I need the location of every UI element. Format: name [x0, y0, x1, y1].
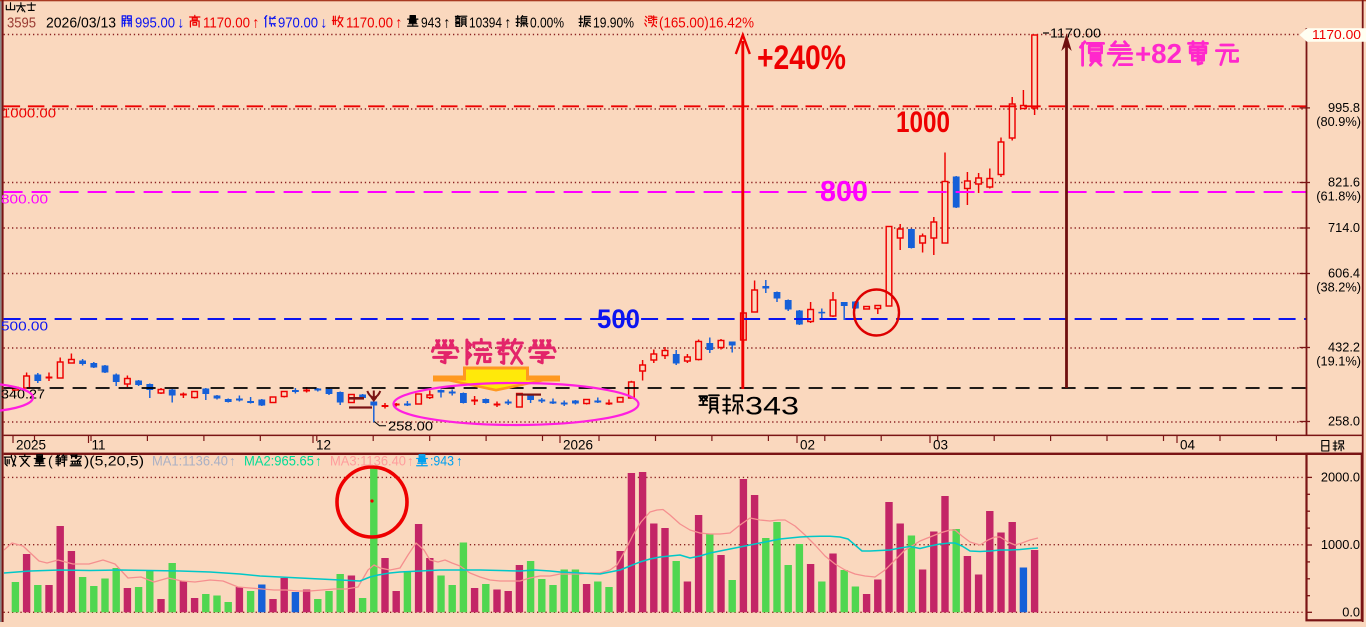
svg-text:2000.0: 2000.0 [1321, 470, 1360, 485]
svg-text:)(5,20,5): )(5,20,5) [84, 453, 144, 469]
svg-text:943: 943 [421, 15, 441, 32]
svg-text:432.2: 432.2 [1328, 340, 1360, 355]
svg-text:(19.1%): (19.1%) [1316, 354, 1361, 369]
svg-text:MA1:1136.40: MA1:1136.40 [152, 454, 228, 469]
svg-text:1170.00: 1170.00 [203, 15, 250, 32]
svg-text:0.00%: 0.00% [530, 15, 564, 32]
svg-text:↑: ↑ [407, 454, 414, 469]
svg-text::943: :943 [430, 454, 454, 469]
svg-text:19.90%: 19.90% [593, 15, 634, 32]
svg-text:(80.9%): (80.9%) [1316, 114, 1361, 129]
svg-text:2025: 2025 [16, 438, 46, 453]
svg-text:1170.00: 1170.00 [1050, 27, 1101, 41]
svg-text:↑: ↑ [315, 454, 322, 469]
svg-text:(61.8%): (61.8%) [1316, 189, 1361, 204]
svg-text:↑: ↑ [395, 15, 403, 32]
svg-text:995.8: 995.8 [1328, 100, 1360, 115]
svg-text:258.0: 258.0 [1328, 414, 1360, 429]
svg-text:970.00: 970.00 [278, 15, 318, 32]
svg-text:+240%: +240% [757, 39, 846, 77]
svg-text:2026: 2026 [563, 438, 593, 453]
svg-text:821.6: 821.6 [1328, 175, 1360, 190]
svg-text:↑: ↑ [504, 15, 512, 32]
svg-text:258.00: 258.00 [388, 420, 433, 434]
svg-text:↑: ↑ [252, 15, 260, 32]
svg-text:343: 343 [745, 393, 799, 421]
svg-text:+82: +82 [1135, 38, 1182, 69]
svg-text:714.0: 714.0 [1328, 220, 1360, 235]
svg-text:800.00: 800.00 [1, 193, 48, 207]
svg-text:03: 03 [933, 438, 948, 453]
svg-text:606.4: 606.4 [1328, 266, 1360, 281]
svg-text:↓: ↓ [320, 15, 328, 32]
svg-text:11: 11 [92, 438, 106, 453]
svg-text:1000.0: 1000.0 [1321, 537, 1360, 552]
svg-text:500.00: 500.00 [1, 320, 48, 334]
svg-text:995.00: 995.00 [135, 15, 175, 32]
svg-text:MA2:965.65: MA2:965.65 [244, 454, 314, 469]
svg-text:(38.2%): (38.2%) [1316, 280, 1361, 295]
svg-text:↑: ↑ [443, 15, 451, 32]
svg-text:500: 500 [597, 304, 640, 334]
svg-text:1170.00: 1170.00 [346, 15, 393, 32]
svg-text:02: 02 [800, 438, 815, 453]
svg-text:(: ( [48, 453, 53, 469]
svg-text:800: 800 [820, 176, 868, 208]
svg-text:MA3:1136.40: MA3:1136.40 [330, 454, 406, 469]
svg-text:(165.00)16.42%: (165.00)16.42% [659, 15, 754, 32]
svg-text:↑: ↑ [229, 454, 236, 469]
svg-text:04: 04 [1180, 438, 1196, 453]
svg-text:10394: 10394 [469, 15, 502, 32]
svg-text:2026/03/13: 2026/03/13 [46, 15, 116, 32]
svg-text:1170.00: 1170.00 [1312, 27, 1361, 42]
svg-text:1000: 1000 [896, 106, 950, 139]
svg-text:12: 12 [316, 438, 331, 453]
svg-text:1000.00: 1000.00 [2, 107, 56, 121]
svg-text:3595: 3595 [7, 15, 36, 32]
svg-text:0.0: 0.0 [1342, 604, 1360, 619]
svg-text:↓: ↓ [177, 15, 185, 32]
svg-text:↑: ↑ [456, 454, 463, 469]
